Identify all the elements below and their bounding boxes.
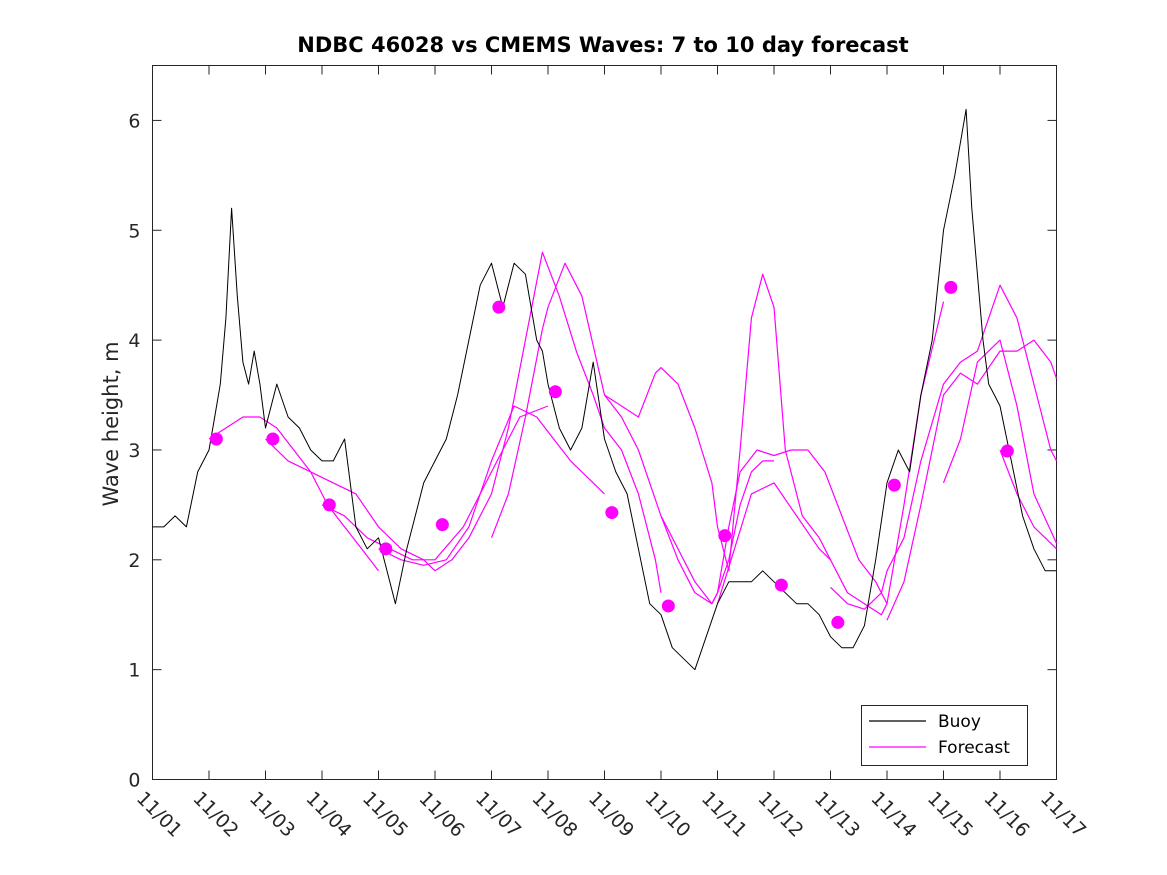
forecast-marker: [605, 506, 619, 520]
forecast-marker: [322, 498, 336, 512]
y-tick-label: 5: [128, 220, 140, 242]
legend-label-buoy: Buoy: [938, 712, 981, 732]
buoy-line: [152, 108, 1057, 671]
forecast-marker: [209, 432, 223, 446]
y-tick-label: 4: [128, 330, 140, 352]
forecast-line-10: [830, 284, 1058, 610]
y-tick-label: 2: [128, 550, 140, 572]
forecast-line-4: [378, 405, 605, 566]
forecast-marker: [379, 542, 393, 556]
forecast-line-1: [208, 416, 379, 572]
y-tick-label: 6: [128, 110, 140, 132]
forecast-marker: [435, 518, 449, 532]
y-axis-label: Wave height, m: [99, 341, 123, 506]
forecast-marker: [548, 385, 562, 399]
y-tick-label: 0: [128, 770, 140, 792]
forecast-line-6: [490, 262, 774, 605]
forecast-line-5: [434, 251, 662, 593]
buoy-series-group: [152, 108, 1057, 671]
forecast-marker: [774, 578, 788, 592]
forecast-marker: [266, 432, 280, 446]
forecast-line-2: [265, 438, 436, 572]
legend-label-forecast: Forecast: [938, 738, 1010, 758]
forecast-marker: [718, 529, 732, 543]
forecast-line-9: [716, 301, 945, 616]
legend: Buoy Forecast: [861, 705, 1028, 766]
forecast-marker: [944, 280, 958, 294]
forecast-marker: [492, 300, 506, 314]
forecast-line-8: [660, 449, 888, 605]
forecast-line-7: [604, 273, 832, 572]
y-axis-ticks: 0 1 2 3 4 5 6: [128, 110, 1057, 792]
chart-title: NDBC 46028 vs CMEMS Waves: 7 to 10 day f…: [297, 33, 908, 57]
forecast-marker: [887, 478, 901, 492]
y-tick-label: 3: [128, 440, 140, 462]
forecast-marker: [661, 599, 675, 613]
forecast-line-13: [999, 449, 1057, 550]
forecast-line-12: [942, 339, 1058, 544]
forecast-series-group: [208, 251, 1058, 621]
forecast-marker: [831, 615, 845, 629]
y-tick-label: 1: [128, 660, 140, 682]
forecast-line-11: [886, 339, 1058, 621]
forecast-markers-group: [209, 280, 1014, 629]
legend-box: [861, 705, 1028, 766]
forecast-marker: [1000, 444, 1014, 458]
